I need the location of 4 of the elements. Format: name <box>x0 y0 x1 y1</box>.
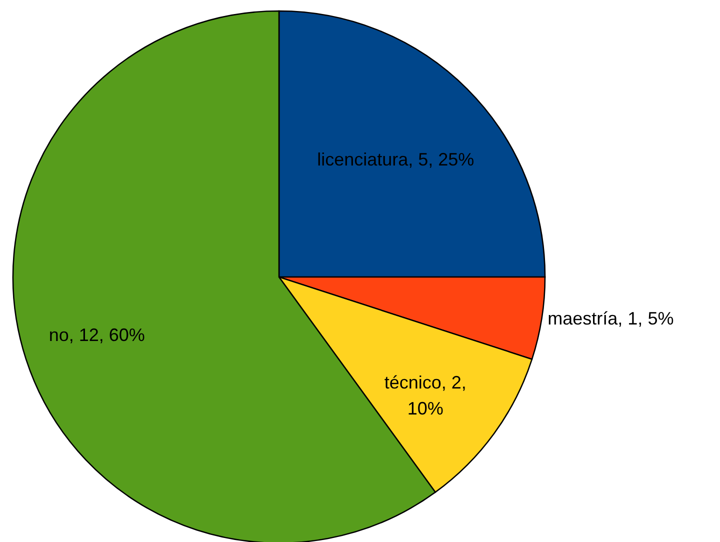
slice-label: no, 12, 60% <box>48 325 145 346</box>
slice-label: licenciatura, 5, 25% <box>317 149 474 170</box>
slice-label: técnico, 2, 10% <box>384 372 466 418</box>
slice-label: maestría, 1, 5% <box>548 308 674 329</box>
